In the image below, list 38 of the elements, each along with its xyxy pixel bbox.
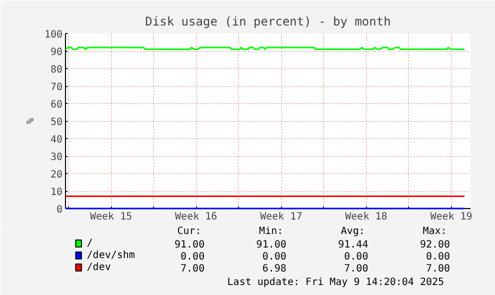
- y-tick-label: 60: [50, 100, 63, 110]
- legend-label: /: [86, 238, 93, 249]
- y-tick-label: 70: [50, 82, 63, 93]
- x-tick-label: Week 17: [260, 212, 302, 222]
- legend-label: /dev/shm: [86, 250, 135, 261]
- x-tick-label: Week 15: [90, 212, 132, 222]
- chart-title: Disk usage (in percent) - by month: [145, 14, 391, 28]
- y-tick-label: 20: [50, 170, 63, 180]
- y-tick-label: 30: [50, 152, 63, 163]
- text: Last update: Fri May 9 14:20:04 2025: [227, 277, 444, 288]
- y-tick-label: 90: [50, 47, 63, 58]
- text: 0.00: [344, 252, 368, 262]
- x-tick-label: Week 18: [345, 212, 388, 222]
- text: 91.44: [338, 240, 368, 250]
- y-tick-label: 40: [50, 134, 63, 146]
- text: 0.00: [180, 252, 205, 262]
- text: Cur:: [177, 226, 202, 237]
- x-tick-label: Week 16: [175, 212, 218, 222]
- text: 6.98: [262, 264, 286, 274]
- text: 7.00: [180, 264, 205, 274]
- text: 0.00: [426, 252, 450, 262]
- text: Avg:: [340, 226, 365, 237]
- y-tick-label: 100: [44, 30, 62, 40]
- text: 91.00: [256, 240, 286, 250]
- text: 92.00: [420, 240, 450, 250]
- x-tick-label: Week 19: [430, 212, 472, 222]
- y-tick-label: 80: [50, 64, 63, 76]
- y-tick-label: 10: [50, 187, 63, 198]
- text: 91.00: [174, 240, 205, 250]
- y-tick-label: 0: [56, 204, 63, 216]
- y-axis-title: %: [25, 118, 36, 124]
- legend-label: /dev: [86, 262, 111, 273]
- text: 7.00: [344, 264, 368, 274]
- text: 0.00: [262, 252, 286, 262]
- text: 7.00: [426, 264, 450, 274]
- text: Max:: [422, 226, 447, 237]
- y-tick-label: 50: [50, 117, 63, 128]
- text: Min:: [259, 226, 284, 237]
